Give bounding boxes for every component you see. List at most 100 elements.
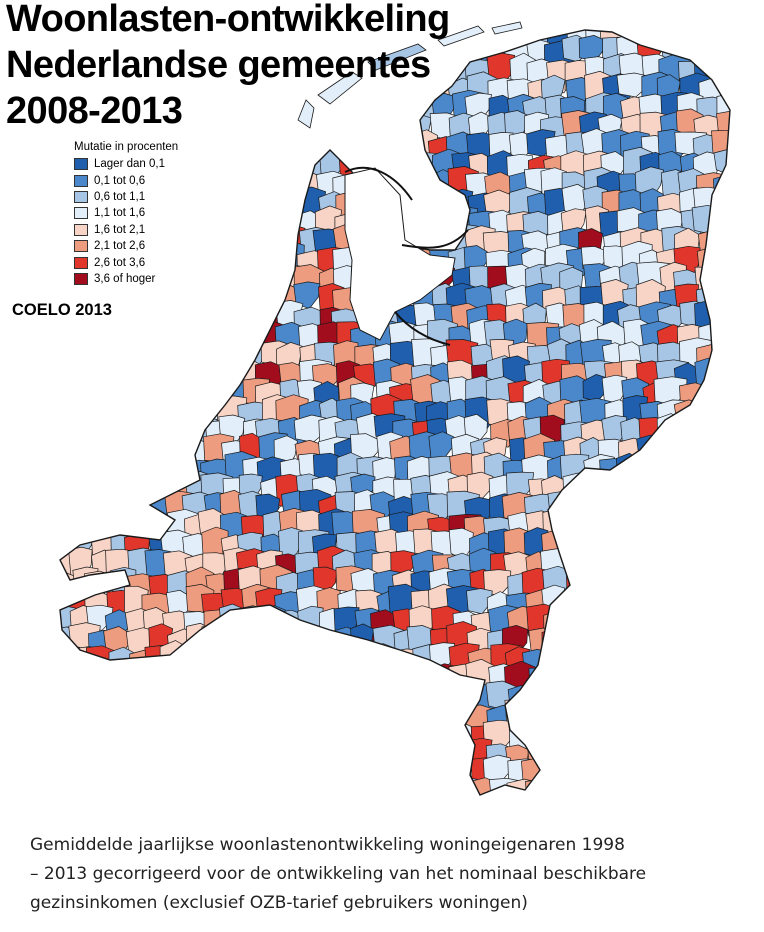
municipality-area <box>240 262 267 292</box>
municipality-area <box>680 592 705 622</box>
municipality-area <box>678 526 703 562</box>
municipality-area <box>60 773 79 795</box>
municipality-area <box>223 299 249 335</box>
legend-item: 1,6 tot 2,1 <box>74 222 178 238</box>
municipality-area <box>734 757 761 794</box>
municipality-area <box>279 660 307 697</box>
municipality-area <box>638 663 672 698</box>
municipality-area <box>734 798 758 810</box>
municipality-area <box>541 723 571 757</box>
municipality-area <box>87 319 116 348</box>
island-area <box>317 71 363 105</box>
municipality-area <box>179 776 210 795</box>
municipality-area <box>90 400 117 432</box>
municipality-area <box>238 210 269 244</box>
municipality-area <box>183 706 217 739</box>
municipality-area <box>236 743 265 779</box>
municipality-area <box>223 682 253 718</box>
municipality-area <box>237 665 269 698</box>
municipality-area <box>181 283 206 317</box>
municipality-area <box>409 724 442 753</box>
municipality-area <box>713 547 730 580</box>
municipality-area <box>316 781 342 795</box>
municipality-area <box>642 778 668 795</box>
municipality-area <box>733 21 764 47</box>
municipality-area <box>732 775 764 806</box>
ijsselmeer-dikes <box>344 166 469 346</box>
municipality-area <box>183 679 208 718</box>
municipality-area <box>408 743 442 776</box>
municipality-area <box>676 419 708 448</box>
legend-item: Lager dan 0,1 <box>74 156 178 172</box>
municipality-area <box>715 262 730 293</box>
municipality-area <box>186 622 213 661</box>
municipality-area <box>711 514 730 549</box>
municipality-area <box>110 778 141 795</box>
figure-caption: Gemiddelde jaarlijkse woonlastenontwikke… <box>30 831 750 918</box>
municipality-area <box>147 700 175 737</box>
legend-swatch <box>74 174 88 187</box>
municipality-area <box>181 153 215 186</box>
legend-swatch <box>74 240 88 253</box>
municipality-area <box>603 531 628 564</box>
municipality-area <box>394 150 424 179</box>
municipality-area <box>237 245 264 274</box>
legend-label: Lager dan 0,1 <box>94 158 165 171</box>
municipality-area <box>621 626 654 662</box>
municipality-area <box>639 452 674 481</box>
municipality-area <box>220 742 245 772</box>
municipality-area <box>736 174 760 200</box>
municipality-area <box>65 418 100 449</box>
municipality-area <box>85 722 119 759</box>
municipality-area <box>202 360 230 392</box>
municipality-area <box>391 704 418 738</box>
municipality-area <box>601 643 632 669</box>
municipality-area <box>84 439 113 474</box>
municipality-area <box>584 685 609 720</box>
municipality-area <box>504 801 535 810</box>
municipality-area <box>637 688 671 724</box>
municipality-area <box>108 762 137 792</box>
municipality-area <box>716 299 730 331</box>
municipality-area <box>317 703 347 732</box>
municipality-area <box>635 722 665 755</box>
municipality-area <box>90 456 123 482</box>
municipality-area <box>239 761 271 788</box>
municipality-area <box>618 551 648 581</box>
legend-items: Lager dan 0,1 0,1 tot 0,6 0,6 tot 1,1 1,1 t… <box>74 156 178 287</box>
municipality-area <box>129 742 164 777</box>
municipality-area <box>715 208 730 235</box>
municipality-area <box>104 665 129 702</box>
municipality-area <box>525 719 552 746</box>
municipality-area <box>635 531 661 568</box>
legend-swatch <box>74 158 88 171</box>
municipality-area <box>141 324 166 358</box>
municipality-area <box>60 471 79 502</box>
municipality-area <box>221 646 248 680</box>
municipality-area <box>358 797 387 810</box>
municipality-area <box>185 355 212 389</box>
municipality-area <box>256 244 289 276</box>
municipality-area <box>599 513 627 541</box>
municipality-area <box>299 703 330 732</box>
municipality-area <box>675 473 701 512</box>
municipality-area <box>736 593 764 624</box>
municipality-area <box>70 779 96 795</box>
municipality-area <box>390 739 418 777</box>
municipality-area <box>203 663 236 695</box>
municipality-area <box>565 757 599 789</box>
municipality-area <box>622 587 651 623</box>
municipality-area <box>109 399 135 428</box>
municipality-area <box>585 584 618 613</box>
legend-item: 0,1 tot 0,6 <box>74 172 178 188</box>
municipality-area <box>60 322 77 352</box>
municipality-area <box>240 645 272 677</box>
municipality-area <box>581 794 609 795</box>
netherlands-map <box>59 21 764 810</box>
legend-label: 3,6 of hoger <box>94 272 156 285</box>
municipality-area <box>674 511 709 544</box>
municipality-area <box>60 420 82 453</box>
municipality-area <box>111 796 138 810</box>
municipality-area <box>623 703 652 739</box>
municipality-area <box>580 704 611 736</box>
